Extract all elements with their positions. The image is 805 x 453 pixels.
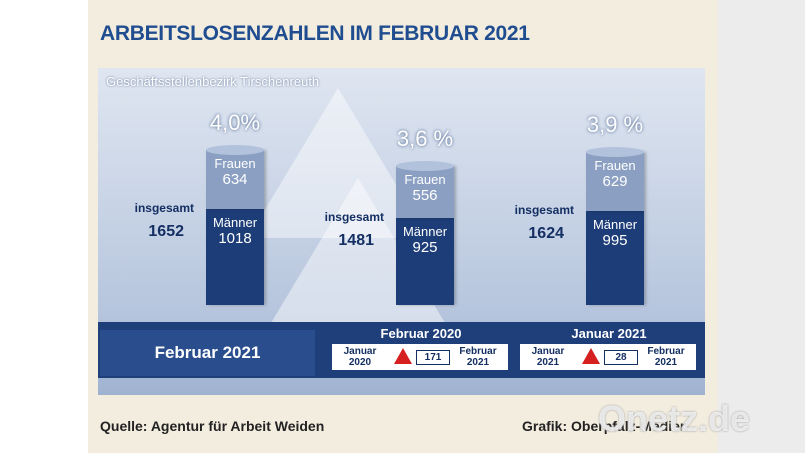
from-label: Januar 2021	[531, 346, 565, 368]
rate-label: 3,9 %	[586, 112, 644, 138]
rate-label: 4,0%	[209, 109, 261, 135]
bar-top	[206, 144, 264, 155]
segment-value: 925	[412, 239, 438, 257]
segment-value: 1018	[218, 230, 252, 248]
bar-segment	[206, 209, 264, 305]
side-strip	[718, 0, 805, 453]
change-value: 28	[604, 350, 638, 365]
source: Quelle: Agentur für Arbeit Weiden	[100, 418, 325, 434]
total-caption: insgesamt	[324, 210, 384, 225]
bar-segment	[586, 211, 644, 305]
bar-segment	[586, 152, 644, 212]
segment-value: 634	[222, 170, 248, 188]
comparison: Januar 2021 Januar 2021 28 Februar 2021	[518, 324, 700, 372]
segment-value: 995	[602, 232, 628, 250]
up-arrow	[582, 348, 600, 364]
series-label: Männer	[212, 215, 258, 231]
up-arrow	[394, 348, 412, 364]
subtitle: Geschäftsstellenbezirk Tirschenreuth	[106, 74, 320, 89]
credit: Grafik: Oberpfalz-Medien	[522, 418, 689, 434]
bar-segment	[396, 218, 454, 305]
bar-top	[586, 147, 644, 158]
to-label: Februar 2021	[459, 346, 497, 368]
from-label: Januar 2020	[343, 346, 377, 368]
total-caption: insgesamt	[514, 203, 574, 218]
to-label: Februar 2021	[647, 346, 685, 368]
watermark: Onetz.de	[598, 398, 751, 439]
total-value: 1652	[148, 223, 184, 241]
comparison-title: Februar 2020	[380, 326, 462, 341]
comparison-title: Januar 2021	[571, 326, 647, 341]
total-caption: insgesamt	[134, 201, 194, 216]
bar-segment	[396, 165, 454, 219]
change-value: 171	[416, 350, 450, 365]
bar-segment	[206, 149, 264, 210]
total-value: 1481	[338, 232, 374, 250]
series-label: Männer	[402, 224, 448, 240]
bar-top	[396, 160, 454, 171]
title: ARBEITSLOSENZAHLEN IM FEBRUAR 2021	[100, 22, 530, 45]
period-label: Februar 2021	[100, 330, 315, 376]
rate-label: 3,6 %	[396, 125, 454, 151]
total-value: 1624	[528, 225, 564, 243]
series-label: Frauen	[404, 171, 446, 187]
comparison-row: Januar 2021 28 Februar 2021	[520, 344, 696, 370]
series-label: Frauen	[214, 155, 256, 171]
comparison-row: Januar 2020 171 Februar 2021	[332, 344, 508, 370]
series-label: Frauen	[594, 158, 636, 174]
series-label: Männer	[592, 217, 638, 233]
comparison: Februar 2020 Januar 2020 171 Februar 2021	[330, 324, 512, 372]
segment-value: 629	[602, 173, 628, 191]
segment-value: 556	[412, 186, 438, 204]
